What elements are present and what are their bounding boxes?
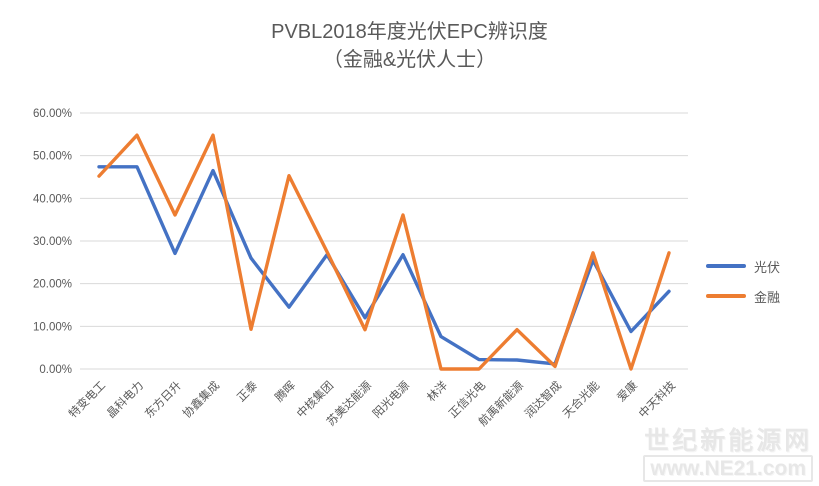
x-axis-category-label: 天合光能 [560, 378, 603, 421]
x-axis-category-label: 阳光电源 [370, 378, 413, 421]
watermark-site-name: 世纪新能源网 [644, 427, 813, 455]
y-axis-tick-label: 20.00% [33, 279, 72, 291]
x-axis-category-label: 爱康 [614, 378, 641, 405]
y-axis-tick-label: 40.00% [33, 193, 72, 205]
watermark: 世纪新能源网 www.NE21.com [643, 429, 813, 482]
pv-line-swatch [706, 264, 746, 268]
x-axis-category-label: 润达智成 [522, 378, 565, 421]
x-axis-category-label: 正泰 [234, 378, 261, 405]
y-axis-tick-label: 10.00% [33, 321, 72, 333]
y-axis-tick-label: 0.00% [39, 364, 72, 376]
x-axis-category-label: 晶科电力 [104, 378, 146, 420]
legend-label-finance: 金融 [754, 289, 781, 305]
chart-legend: 光伏 金融 [706, 251, 780, 311]
x-axis-category-label: 东方日升 [142, 378, 184, 420]
watermark-site-url: www.NE21.com [643, 455, 813, 482]
chart-title-line1: PVBL2018年度光伏EPC辨识度 [271, 21, 548, 43]
x-axis-category-label: 腾晖 [272, 378, 298, 404]
x-axis-category-label: 中天科技 [636, 378, 679, 421]
legend-label-pv: 光伏 [754, 259, 781, 275]
x-axis-category-label: 林洋 [424, 378, 451, 405]
x-axis-category-label: 特变电工 [66, 378, 108, 420]
chart-title-line2: （金融&光伏人士） [322, 49, 497, 71]
legend-item-finance: 金融 [706, 281, 780, 311]
legend-item-pv: 光伏 [706, 251, 780, 281]
y-axis-tick-label: 30.00% [33, 236, 72, 248]
x-axis-category-label: 协鑫集成 [180, 378, 223, 421]
chart-title: PVBL2018年度光伏EPC辨识度 （金融&光伏人士） [0, 18, 819, 74]
finance-line-swatch [706, 294, 746, 298]
y-axis-tick-label: 60.00% [33, 108, 72, 120]
y-axis-tick-label: 50.00% [33, 151, 72, 163]
finance-series-line [97, 133, 671, 371]
